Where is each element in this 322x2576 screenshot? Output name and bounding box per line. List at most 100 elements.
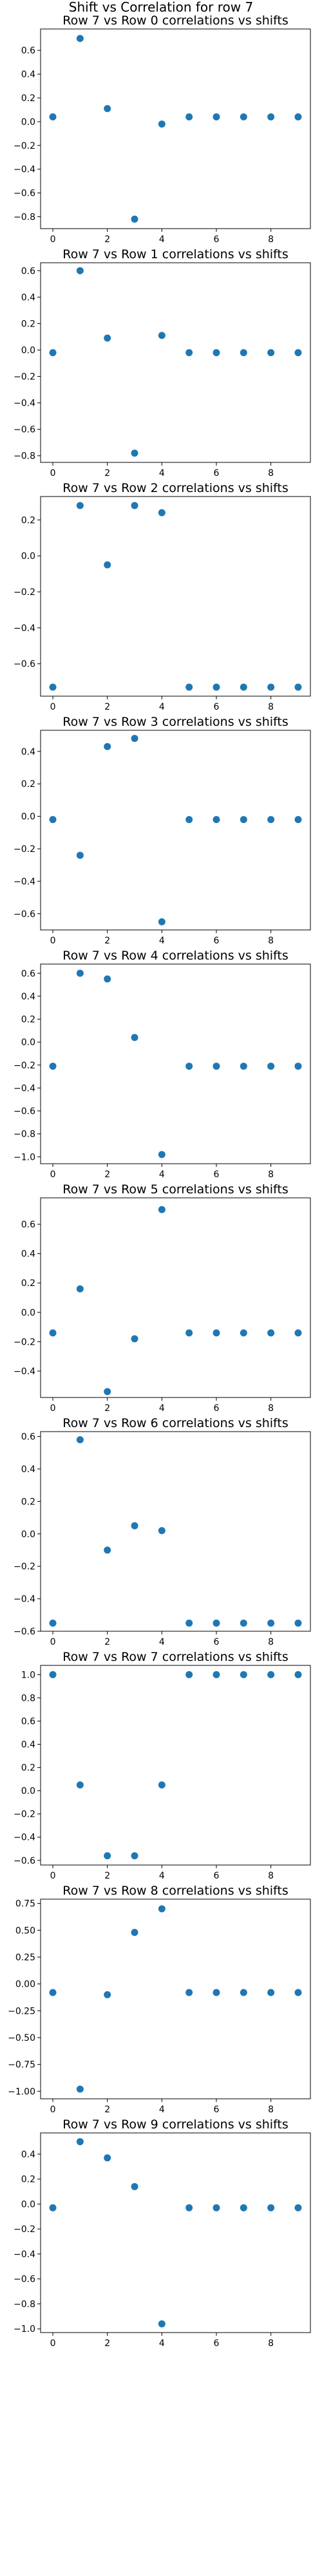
data-point xyxy=(213,1619,220,1627)
scatter-panel-9: Row 7 vs Row 9 correlations vs shifts 0 2 4… xyxy=(14,2117,311,2349)
scatter-panel-6: Row 7 vs Row 6 correlations vs shifts 0 2 4… xyxy=(14,1416,311,1647)
data-point xyxy=(213,816,220,824)
data-point xyxy=(76,969,84,977)
scatter-panel-5: Row 7 vs Row 5 correlations vs shifts 0 2 4… xyxy=(14,1182,311,1414)
x-tick-label: 2 xyxy=(104,234,110,245)
y-tick-label: −1.0 xyxy=(14,2324,35,2334)
panel-title: Row 7 vs Row 2 correlations vs shifts xyxy=(62,481,289,495)
y-tick-label: −0.8 xyxy=(14,2299,35,2309)
y-tick-label: 0.4 xyxy=(21,292,35,303)
data-point xyxy=(267,2204,275,2211)
data-point xyxy=(131,1335,138,1343)
y-tick-label: −0.6 xyxy=(14,425,35,435)
y-tick-label: −0.2 xyxy=(14,587,35,598)
data-point xyxy=(76,2138,84,2146)
x-tick-label: 6 xyxy=(214,1403,220,1414)
y-tick-label: 0.0 xyxy=(21,117,35,128)
y-tick-label: 0.2 xyxy=(21,1278,35,1289)
panel-title: Row 7 vs Row 8 correlations vs shifts xyxy=(62,1884,289,1898)
data-point xyxy=(158,1527,166,1535)
x-tick-label: 6 xyxy=(214,1637,220,1647)
x-tick-label: 4 xyxy=(159,1637,165,1647)
plot-frame xyxy=(40,28,311,229)
y-tick-label: 0.4 xyxy=(21,70,35,80)
x-tick-label: 2 xyxy=(104,2338,110,2349)
plot-frame xyxy=(40,963,311,1164)
y-tick-label: 0.2 xyxy=(21,1497,35,1507)
y-tick-label: 0.4 xyxy=(21,1740,35,1750)
x-tick-label: 2 xyxy=(104,702,110,712)
data-point xyxy=(104,1852,111,1860)
plot-frame xyxy=(40,1197,311,1398)
y-tick-label: 0.2 xyxy=(21,2175,35,2185)
plot-frame xyxy=(40,1665,311,1866)
data-point xyxy=(104,334,111,342)
data-point xyxy=(104,1991,111,1998)
data-point xyxy=(131,735,138,743)
data-point xyxy=(49,113,57,121)
data-point xyxy=(294,1063,302,1070)
y-tick-label: −0.2 xyxy=(14,1562,35,1572)
data-point xyxy=(131,450,138,457)
plot-frame xyxy=(40,1431,311,1632)
data-point xyxy=(213,1671,220,1678)
data-point xyxy=(76,1436,84,1444)
panel-title: Row 7 vs Row 4 correlations vs shifts xyxy=(62,949,289,963)
data-point xyxy=(267,1619,275,1627)
y-tick-label: −0.4 xyxy=(14,1595,35,1605)
x-tick-label: 4 xyxy=(159,1871,165,1881)
y-tick-label: 0.4 xyxy=(21,992,35,1002)
data-point xyxy=(185,1671,193,1678)
data-point xyxy=(49,1063,57,1070)
panel-title: Row 7 vs Row 6 correlations vs shifts xyxy=(62,1416,289,1430)
x-tick-label: 0 xyxy=(50,234,56,245)
x-tick-label: 0 xyxy=(50,1403,56,1414)
scatter-panel-2: Row 7 vs Row 2 correlations vs shifts 0 2 4… xyxy=(14,481,311,712)
data-point xyxy=(240,816,247,824)
data-point xyxy=(49,1619,57,1627)
data-point xyxy=(240,349,247,357)
data-point xyxy=(49,1989,57,1996)
y-tick-label: 0.6 xyxy=(21,969,35,979)
y-tick-label: −0.2 xyxy=(14,1810,35,1820)
y-tick-label: −0.4 xyxy=(14,2249,35,2260)
x-tick-label: 2 xyxy=(104,468,110,478)
y-tick-label: 0.6 xyxy=(21,1220,35,1230)
data-point xyxy=(213,1989,220,1996)
y-tick-label: 0.0 xyxy=(21,1308,35,1318)
data-point xyxy=(158,2320,166,2327)
y-tick-label: 0.0 xyxy=(21,1786,35,1797)
y-tick-label: 0.4 xyxy=(21,1249,35,1260)
y-tick-label: −0.2 xyxy=(14,141,35,151)
y-tick-label: 1.0 xyxy=(21,1670,35,1680)
panel-title: Row 7 vs Row 1 correlations vs shifts xyxy=(62,247,289,261)
y-tick-label: 0.6 xyxy=(21,266,35,276)
x-tick-label: 0 xyxy=(50,2105,56,2115)
data-point xyxy=(294,1989,302,1996)
data-point xyxy=(158,332,166,339)
y-tick-label: −0.6 xyxy=(14,189,35,199)
x-tick-label: 8 xyxy=(268,1403,274,1414)
x-tick-label: 8 xyxy=(268,2105,274,2115)
y-tick-label: −0.8 xyxy=(14,213,35,223)
y-tick-label: 0.4 xyxy=(21,1464,35,1475)
x-tick-label: 6 xyxy=(214,2105,220,2115)
data-point xyxy=(294,2204,302,2211)
y-tick-label: −0.2 xyxy=(14,844,35,855)
plot-frame xyxy=(40,496,311,697)
y-tick-label: 0.25 xyxy=(15,1953,35,1963)
x-tick-label: 4 xyxy=(159,2105,165,2115)
data-point xyxy=(267,816,275,824)
data-point xyxy=(267,1329,275,1337)
x-tick-label: 6 xyxy=(214,2338,220,2349)
figure-title: Shift vs Correlation for row 7 xyxy=(69,0,253,15)
y-tick-label: 0.00 xyxy=(15,1980,35,1990)
y-tick-label: 0.50 xyxy=(15,1926,35,1936)
y-tick-label: −0.25 xyxy=(8,2006,35,2016)
data-point xyxy=(131,2183,138,2190)
x-tick-label: 0 xyxy=(50,2338,56,2349)
scatter-panel-3: Row 7 vs Row 3 correlations vs shifts 0 2 4… xyxy=(14,715,311,946)
y-tick-label: −0.2 xyxy=(14,372,35,383)
data-point xyxy=(213,113,220,121)
y-tick-label: −1.0 xyxy=(14,1152,35,1162)
